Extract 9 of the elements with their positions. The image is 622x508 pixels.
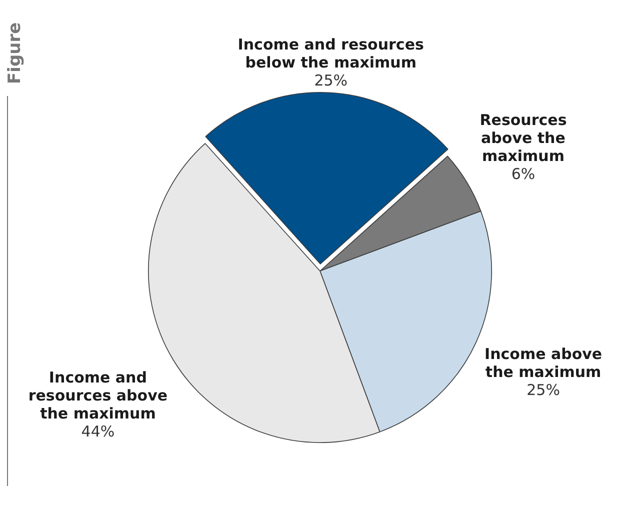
- data-label: 25%: [526, 381, 560, 400]
- slice-label: Resources above the maximum: [480, 110, 567, 165]
- data-label: 6%: [511, 164, 536, 183]
- text: Figure: [4, 22, 26, 84]
- slice-label: Income and resources above the maximum: [28, 368, 168, 422]
- data-label: 25%: [314, 72, 348, 90]
- slice-label: Income above the maximum: [484, 345, 602, 382]
- slice-label: Income and resources below the maximum: [238, 36, 424, 72]
- data-label: 44%: [81, 422, 115, 440]
